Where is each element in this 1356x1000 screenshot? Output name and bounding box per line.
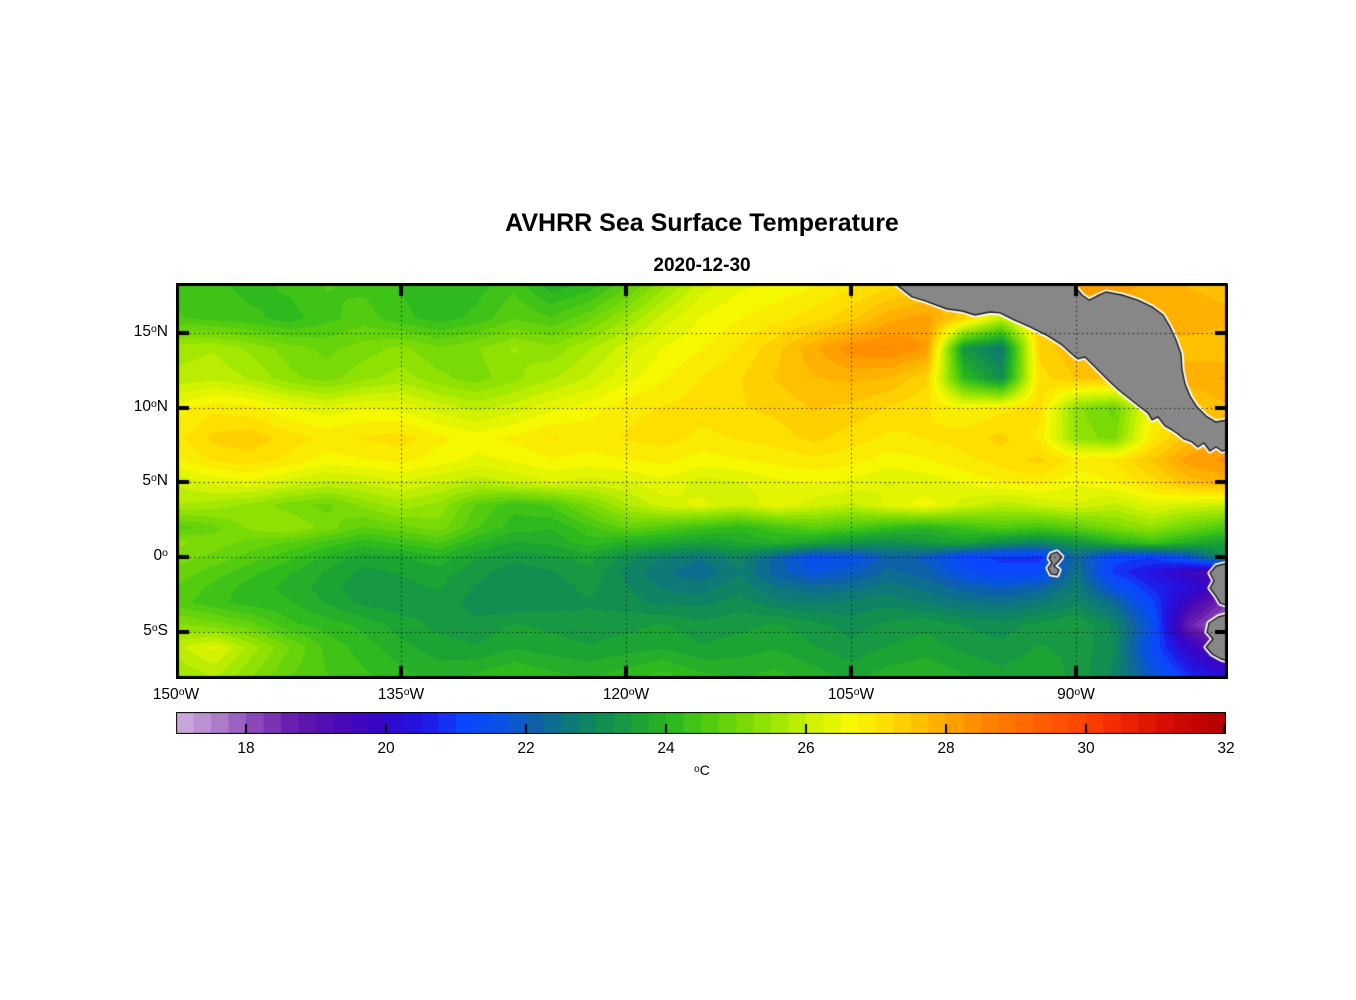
- colorbar-tick-label: 24: [657, 740, 675, 757]
- colorbar-tick-label: 20: [377, 740, 395, 757]
- colorbar-tick-label: 28: [937, 740, 955, 757]
- x-tick-label: 135oW: [377, 686, 425, 703]
- x-tick-label: 150oW: [152, 686, 200, 703]
- colorbar-tick-label: 26: [797, 740, 815, 757]
- x-tick-label: 90oW: [1057, 686, 1095, 703]
- y-tick-label: 15oN: [133, 322, 168, 340]
- x-tick-label: 120oW: [602, 686, 650, 703]
- y-tick-label: 10oN: [133, 397, 168, 415]
- colorbar-unit-label: oC: [694, 762, 710, 778]
- chart-subtitle: 2020-12-30: [653, 255, 751, 276]
- colorbar-tick-label: 18: [237, 740, 255, 757]
- colorbar-canvas: [176, 712, 1226, 734]
- y-tick-label: 5oS: [143, 621, 168, 639]
- y-tick-label: 5oN: [142, 472, 168, 490]
- y-tick-label: 0o: [153, 547, 168, 565]
- chart-title: AVHRR Sea Surface Temperature: [505, 209, 899, 237]
- sst-map-canvas: [176, 283, 1228, 679]
- colorbar-tick-label: 22: [517, 740, 535, 757]
- x-tick-label: 105oW: [827, 686, 875, 703]
- colorbar-tick-label: 30: [1077, 740, 1095, 757]
- colorbar-tick-label: 32: [1217, 740, 1235, 757]
